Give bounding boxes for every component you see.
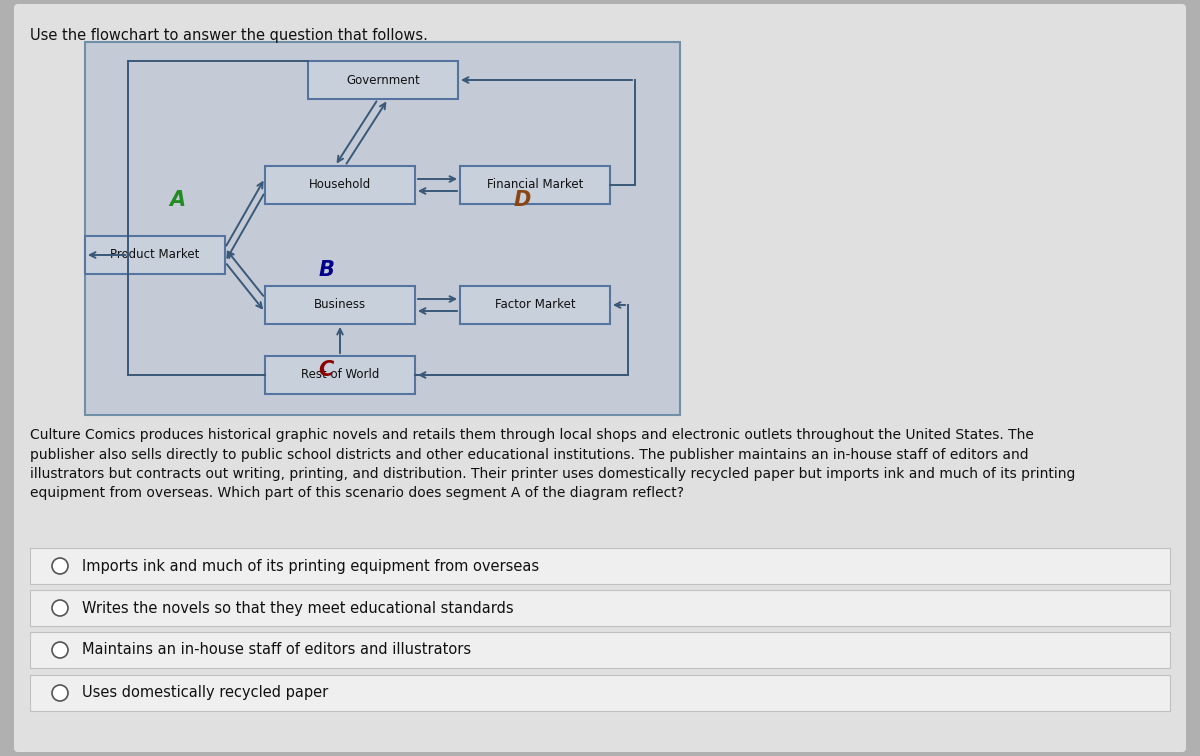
Text: C: C [319,361,334,380]
Text: B: B [318,260,335,280]
Circle shape [52,558,68,574]
Circle shape [52,685,68,701]
Text: Use the flowchart to answer the question that follows.: Use the flowchart to answer the question… [30,28,428,43]
FancyBboxPatch shape [85,42,680,415]
Circle shape [52,642,68,658]
Text: Culture Comics produces historical graphic novels and retails them through local: Culture Comics produces historical graph… [30,428,1075,500]
Text: Maintains an in-house staff of editors and illustrators: Maintains an in-house staff of editors a… [82,643,472,658]
FancyBboxPatch shape [308,61,458,99]
Text: Government: Government [346,73,420,86]
Text: Writes the novels so that they meet educational standards: Writes the novels so that they meet educ… [82,600,514,615]
Text: Household: Household [308,178,371,191]
Text: A: A [169,191,186,210]
Text: Uses domestically recycled paper: Uses domestically recycled paper [82,686,329,701]
FancyBboxPatch shape [460,286,610,324]
Text: D: D [514,191,530,210]
FancyBboxPatch shape [460,166,610,204]
FancyBboxPatch shape [265,286,415,324]
Text: Business: Business [314,299,366,311]
Text: Factor Market: Factor Market [494,299,575,311]
FancyBboxPatch shape [14,4,1186,752]
Text: Product Market: Product Market [110,249,199,262]
FancyBboxPatch shape [30,590,1170,626]
Text: Rest of World: Rest of World [301,368,379,382]
FancyBboxPatch shape [85,236,226,274]
FancyBboxPatch shape [30,632,1170,668]
FancyBboxPatch shape [265,356,415,394]
Text: Financial Market: Financial Market [487,178,583,191]
FancyBboxPatch shape [30,675,1170,711]
FancyBboxPatch shape [30,548,1170,584]
Text: Imports ink and much of its printing equipment from overseas: Imports ink and much of its printing equ… [82,559,539,574]
FancyBboxPatch shape [265,166,415,204]
Circle shape [52,600,68,616]
